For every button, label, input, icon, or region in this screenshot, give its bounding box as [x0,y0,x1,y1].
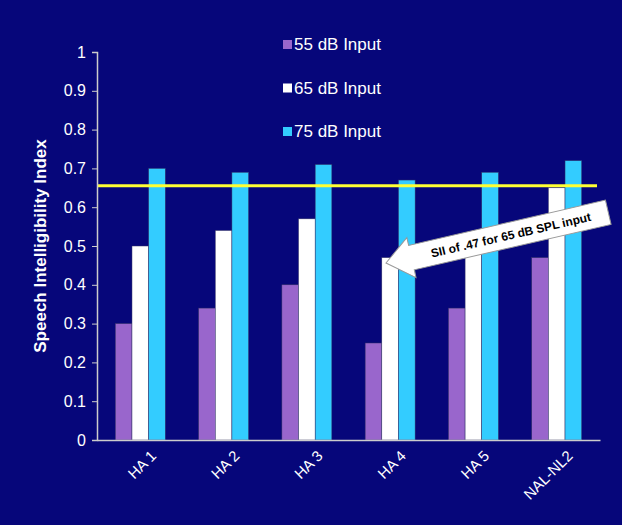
y-tick-label: 0.4 [64,276,86,293]
bar [532,258,549,440]
y-tick-mark [92,401,97,402]
y-tick-label: 0.2 [64,354,86,371]
bar [115,324,132,440]
x-axis-line [98,440,601,442]
y-tick-mark [92,207,97,208]
bar [132,246,149,440]
bar [465,234,482,440]
y-tick-mark [92,91,97,92]
y-axis: 0 0.1 0.2 0.3 0.4 0.5 0.6 0.7 0.8 0.9 1 [64,44,98,449]
legend-swatch [283,40,292,49]
bar [149,168,166,440]
y-tick-label: 0.8 [64,121,86,138]
y-tick-mark [92,130,97,131]
annotation-text: SII of .47 for 65 dB SPL input [430,210,593,260]
y-tick-label: 0.1 [64,393,86,410]
y-tick-label: 0.6 [64,199,86,216]
y-axis-line [92,53,98,441]
bar [299,219,316,440]
chart: 00.10.20.30.40.50.60.70.80.91HA 1HA 2HA … [0,0,622,525]
legend-label: 65 dB Input [294,79,381,98]
y-tick-label: 1 [77,44,86,61]
x-tick: HA 2 [208,447,243,482]
bar [282,285,299,440]
bar [382,258,399,440]
y-tick: 0.3 [64,315,97,332]
reference-line [97,184,597,187]
y-tick: 0.4 [64,276,97,293]
bar [398,180,415,440]
x-tick-label: NAL-NL2 [520,447,576,503]
y-tick-label: 0 [77,432,86,449]
bar [365,343,382,440]
bar [232,172,249,440]
y-tick-mark [92,324,97,325]
x-tick: HA 5 [457,447,492,482]
y-axis-title: Speech Intelligibility Index [31,139,50,353]
bar [315,165,332,440]
y-tick-mark [92,362,97,363]
plot-area [97,161,597,440]
y-tick-mark [92,440,97,441]
bar [448,308,465,440]
x-tick: NAL-NL2 [520,447,576,503]
bar [565,161,582,440]
y-tick: 0.7 [64,160,97,177]
x-tick: HA 3 [291,447,326,482]
legend: 55 dB Input 65 dB Input 75 dB Input [283,35,381,141]
x-tick-label: HA 1 [124,447,159,482]
legend-label: 55 dB Input [294,35,381,54]
background [0,0,622,525]
y-tick-label: 0.5 [64,238,86,255]
x-tick-label: HA 2 [208,447,243,482]
x-axis: HA 1 HA 2 HA 3 HA 4 HA 5 NAL-NL2 [98,441,601,503]
y-tick-label: 0.3 [64,315,86,332]
y-tick-mark [92,246,97,247]
y-tick-mark [92,52,97,53]
x-tick-label: HA 5 [457,447,492,482]
bar [199,308,216,440]
y-tick: 1 [77,44,97,61]
bar-series [149,161,582,440]
y-tick: 0.9 [64,82,97,99]
y-tick: 0.8 [64,121,97,138]
x-tick-label: HA 4 [374,447,409,482]
y-tick-label: 0.9 [64,82,86,99]
y-tick: 0.2 [64,354,97,371]
y-tick: 0 [77,432,97,449]
x-tick-label: HA 3 [291,447,326,482]
legend-swatch [283,127,292,136]
annotation: SII of .47 for 65 dB SPL input [382,192,613,283]
x-tick: HA 1 [124,447,159,482]
y-tick: 0.5 [64,238,97,255]
annotation-arrow [382,192,613,283]
legend-swatch [283,84,292,93]
legend-label: 75 dB Input [294,122,381,141]
bar [482,172,499,440]
y-tick-label: 0.7 [64,160,86,177]
x-tick: HA 4 [374,447,409,482]
y-tick: 0.6 [64,199,97,216]
y-tick: 0.1 [64,393,97,410]
y-tick-mark [92,168,97,169]
bar [215,230,232,440]
y-tick-mark [92,285,97,286]
